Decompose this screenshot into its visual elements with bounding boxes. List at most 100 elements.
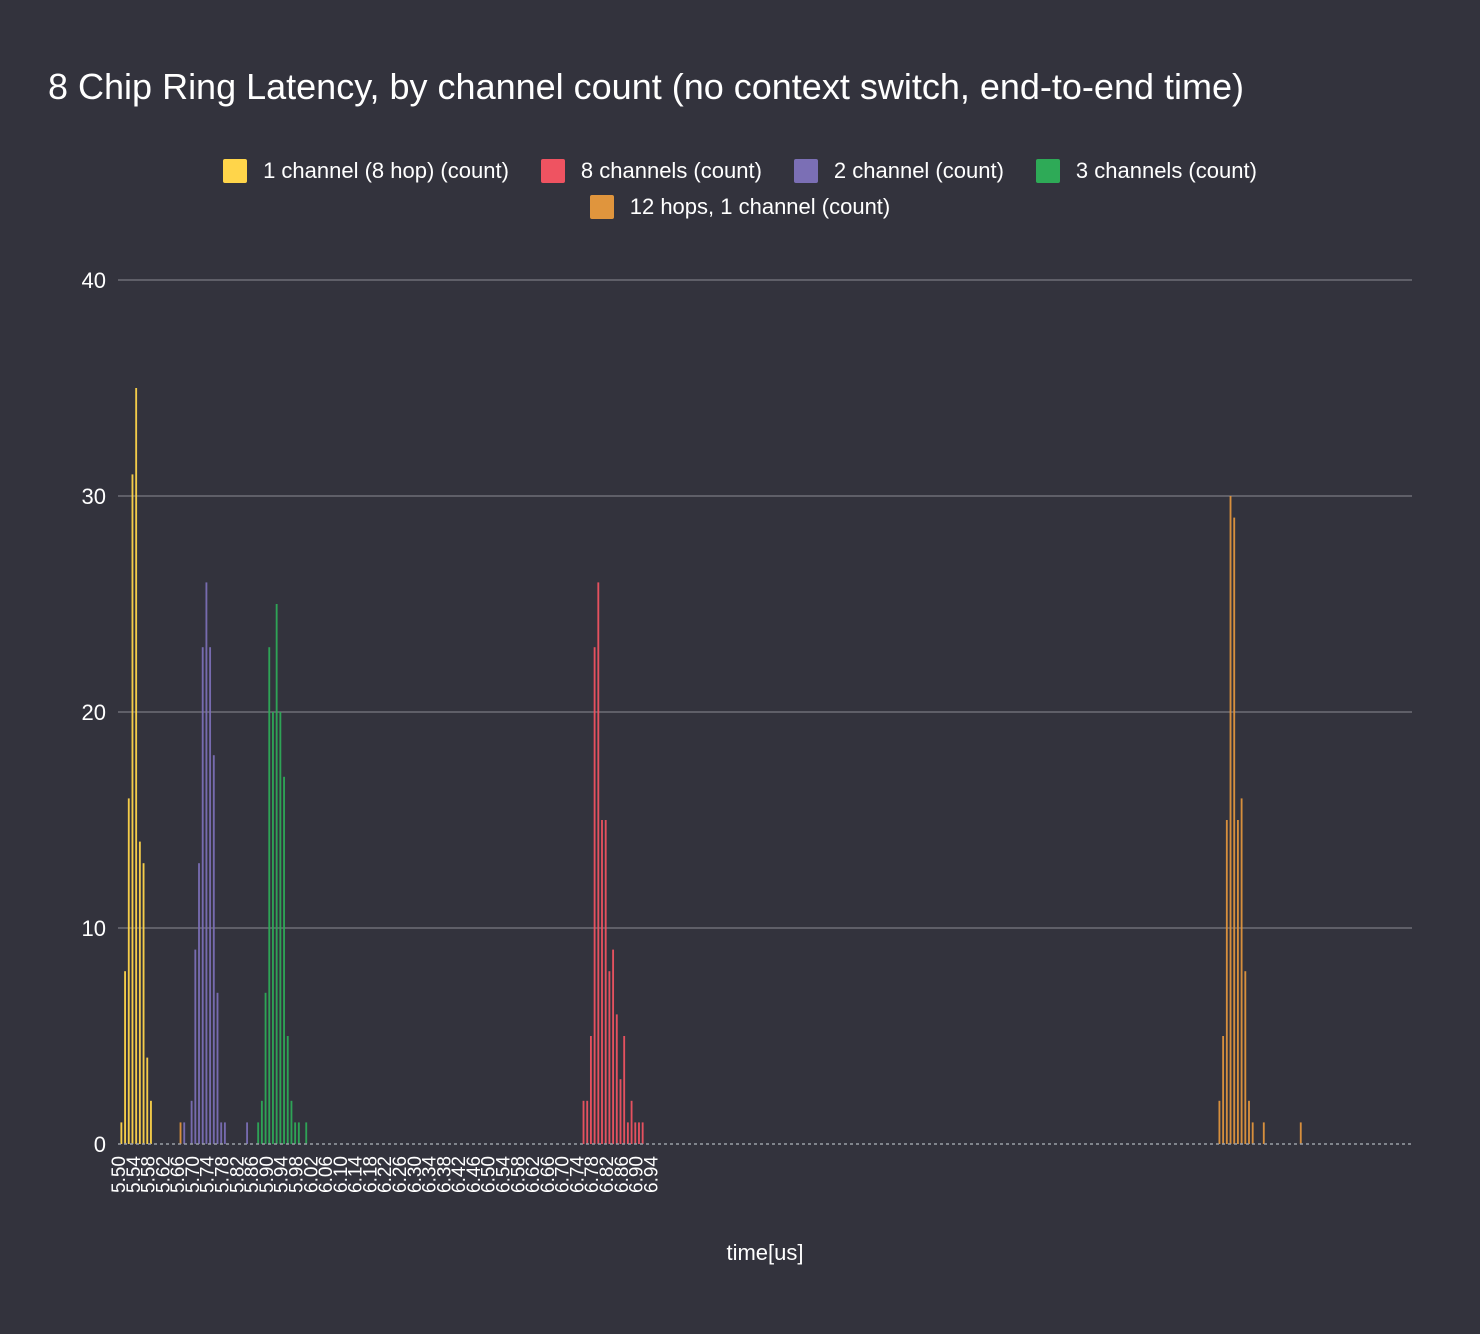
x-tick-label: 5.86 [242,1156,263,1193]
legend-swatch [223,159,248,183]
y-tick-label: 10 [82,916,106,941]
bar [124,971,126,1144]
bar [264,992,267,1144]
bar [179,1122,182,1144]
bar [283,776,285,1144]
legend-item-1-channel[interactable]: 1 channel (8 hop) (count) [223,158,509,184]
bar [279,712,282,1144]
x-tick-label: 5.66 [168,1156,189,1193]
bar [597,582,600,1144]
legend-item-3-channels[interactable]: 3 channels (count) [1035,158,1257,184]
x-tick-label: 5.74 [198,1156,219,1193]
bar [138,841,141,1144]
bar [135,388,138,1144]
x-tick-label: 5.58 [139,1156,160,1193]
legend-label: 2 channel (count) [833,158,1004,183]
bar [630,1100,633,1144]
x-tick-label: 5.50 [109,1156,130,1193]
bar [1236,820,1239,1144]
x-tick-label: 6.30 [405,1156,426,1193]
x-tick-label: 5.94 [272,1156,293,1193]
bar [131,474,134,1144]
x-tick-label: 5.78 [213,1156,234,1193]
x-tick-label: 6.22 [375,1156,396,1193]
bar [638,1122,640,1144]
bar [582,1100,585,1144]
x-tick-label: 6.58 [508,1156,529,1193]
bar [209,647,212,1144]
bar [286,1036,289,1144]
bar [190,1100,193,1144]
bar [641,1122,644,1144]
x-tick-label: 6.86 [612,1156,633,1193]
bar [1233,517,1236,1144]
y-tick-label: 20 [82,700,106,725]
bar [257,1122,260,1144]
y-tick-label: 40 [82,268,106,293]
legend-swatch [1035,159,1060,183]
legend-item-2-channel[interactable]: 2 channel (count) [793,158,1004,184]
bar [194,949,197,1144]
x-tick-label: 5.62 [153,1156,174,1193]
bar [212,755,215,1144]
bar [275,604,278,1144]
y-tick-label: 30 [82,484,106,509]
x-tick-label: 6.46 [464,1156,485,1193]
x-tick-label: 5.90 [257,1156,278,1193]
bar [634,1122,637,1144]
bar [586,1100,589,1144]
x-tick-label: 6.06 [316,1156,337,1193]
bar [146,1057,149,1144]
bar [1229,496,1232,1144]
x-tick-label: 6.66 [538,1156,559,1193]
bar [142,863,145,1144]
legend-label: 12 hops, 1 channel (count) [629,194,891,219]
bar [1244,971,1247,1144]
bar [612,949,615,1144]
x-tick-label: 6.42 [449,1156,470,1193]
bar [183,1122,186,1144]
bar [246,1122,248,1144]
bar [290,1100,293,1144]
bar [1248,1100,1250,1144]
bar [305,1122,308,1144]
bar [615,1014,618,1144]
legend-swatch [540,159,565,183]
bar [589,1036,592,1144]
chart-title: 8 Chip Ring Latency, by channel count (n… [48,66,1244,107]
bar [127,798,130,1144]
x-tick-label: 5.98 [286,1156,307,1193]
x-tick-label: 6.94 [641,1156,662,1193]
bar [260,1100,263,1144]
x-tick-label: 6.02 [301,1156,322,1193]
legend-second-row: 12 hops, 1 channel (count) [0,194,1480,220]
x-tick-label: 6.18 [360,1156,381,1193]
bar [205,582,208,1144]
bar [1218,1100,1221,1144]
x-tick-label: 6.78 [582,1156,603,1193]
x-tick-label: 5.82 [227,1156,248,1193]
bar [272,712,274,1144]
x-tick-label: 6.62 [523,1156,544,1193]
x-tick-label: 6.10 [331,1156,352,1193]
x-tick-label: 6.26 [390,1156,411,1193]
legend-label: 8 channels (count) [580,158,762,183]
x-axis-label: time[us] [726,1240,804,1265]
legend-item-12-hops[interactable]: 12 hops, 1 channel (count) [589,194,891,220]
bar [593,647,596,1144]
bar [198,863,200,1144]
bar [1251,1122,1254,1144]
bar [601,820,603,1144]
x-tick-label: 6.90 [627,1156,648,1193]
bar [1225,820,1228,1144]
bar [1240,798,1243,1144]
x-tick-label: 6.82 [597,1156,618,1193]
x-tick-label: 6.34 [420,1156,441,1193]
bar [268,647,271,1144]
legend-label: 1 channel (8 hop) (count) [263,158,509,183]
x-tick-label: 5.70 [183,1156,204,1193]
bar [1262,1122,1265,1144]
bar [1299,1122,1302,1144]
legend-item-8-channels[interactable]: 8 channels (count) [540,158,762,184]
bar [619,1079,622,1144]
